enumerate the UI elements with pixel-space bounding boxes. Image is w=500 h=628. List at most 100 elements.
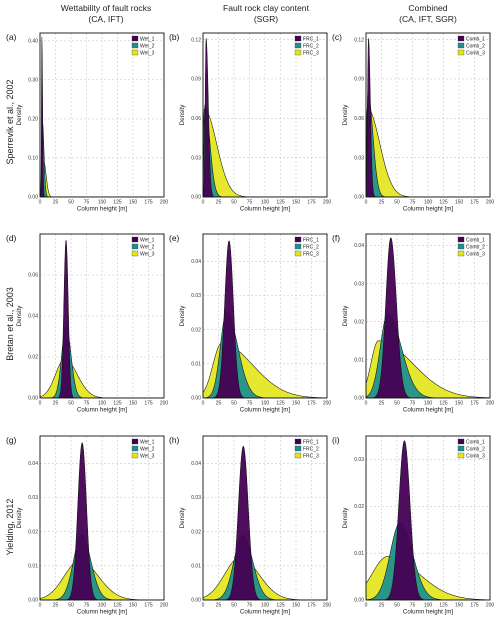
- legend-swatch: [131, 445, 139, 452]
- legend-swatch: [294, 250, 302, 257]
- legend-swatch: [457, 438, 465, 445]
- col-title-1-line1: Wettability of fault rocks: [61, 3, 152, 13]
- legend-label: Wet_2: [140, 446, 155, 452]
- x-tick-label: 150: [129, 200, 138, 206]
- legend-label: Comb_1: [466, 237, 485, 243]
- row-label-1: Sperrevik et al., 2002: [5, 79, 15, 164]
- col-title-2-line2: (SGR): [254, 14, 278, 24]
- plot-frame: [365, 435, 491, 601]
- plot-frame: [365, 233, 491, 399]
- x-tick-label: 200: [486, 200, 495, 206]
- y-tick-label: 0.06: [354, 116, 364, 122]
- legend-label: FRC_3: [303, 50, 319, 56]
- y-tick-label: 0.09: [354, 77, 364, 83]
- y-tick-label: 0.02: [354, 504, 364, 510]
- y-tick-label: 0.04: [191, 461, 201, 467]
- y-tick-label: 0.20: [28, 117, 38, 123]
- x-tick-label: 25: [53, 603, 59, 609]
- plot-frame: [39, 233, 165, 399]
- legend-swatch: [131, 452, 139, 459]
- legend-label: Wet_1: [140, 36, 155, 42]
- x-tick-label: 0: [202, 603, 205, 609]
- x-tick-label: 0: [365, 200, 368, 206]
- legend-swatch: [294, 42, 302, 49]
- x-tick-label: 75: [247, 603, 253, 609]
- x-axis-label: Column height [m]: [240, 609, 290, 616]
- legend-label: Wet_2: [140, 43, 155, 49]
- legend-label: FRC_2: [303, 43, 319, 49]
- legend-swatch: [457, 250, 465, 257]
- x-tick-label: 200: [160, 603, 169, 609]
- y-tick-label: 0.03: [354, 155, 364, 161]
- x-tick-label: 100: [261, 401, 270, 407]
- legend-label: FRC_3: [303, 251, 319, 257]
- y-tick-label: 0.02: [191, 327, 201, 333]
- legend-label: FRC_1: [303, 36, 319, 42]
- x-tick-label: 125: [113, 603, 122, 609]
- panel-letter: (d): [6, 233, 17, 243]
- y-tick-label: 0.01: [28, 564, 38, 570]
- x-tick-label: 0: [202, 200, 205, 206]
- y-axis-label: Density: [16, 507, 23, 529]
- x-tick-label: 0: [39, 200, 42, 206]
- x-tick-label: 200: [323, 401, 332, 407]
- x-tick-label: 50: [68, 200, 74, 206]
- y-tick-label: 0.06: [28, 273, 38, 279]
- legend-label: FRC_1: [303, 439, 319, 445]
- x-tick-label: 25: [216, 401, 222, 407]
- x-tick-label: 75: [84, 200, 90, 206]
- x-tick-label: 175: [144, 401, 153, 407]
- x-tick-label: 75: [84, 401, 90, 407]
- panel-c: (c) 0 25 50 75 100 125 150 175 200 0.00 0.03 0.06 0.0…: [332, 32, 494, 213]
- panel-f: (f) 0 25 50 75 100 125 150 175 200 0.00 0.01 0.02 0.0…: [332, 233, 494, 414]
- y-axis-label: Density: [179, 305, 186, 327]
- x-axis-label: Column height [m]: [240, 407, 290, 414]
- legend-label: Wet_1: [140, 237, 155, 243]
- x-tick-label: 50: [394, 200, 400, 206]
- x-axis-label: Column height [m]: [403, 609, 453, 616]
- x-tick-label: 175: [144, 200, 153, 206]
- x-tick-label: 25: [379, 603, 385, 609]
- x-tick-label: 25: [379, 200, 385, 206]
- x-tick-label: 175: [470, 200, 479, 206]
- legend-label: FRC_2: [303, 446, 319, 452]
- x-tick-label: 125: [439, 200, 448, 206]
- y-axis-label: Density: [179, 507, 186, 529]
- y-tick-label: 0.01: [191, 564, 201, 570]
- x-tick-label: 25: [53, 401, 59, 407]
- x-axis-label: Column height [m]: [77, 407, 127, 414]
- x-tick-label: 75: [410, 200, 416, 206]
- y-tick-label: 0.04: [28, 461, 38, 467]
- y-tick-label: 0.03: [191, 155, 201, 161]
- plot-frame: [365, 32, 491, 198]
- legend-swatch: [131, 42, 139, 49]
- x-axis-label: Column height [m]: [403, 206, 453, 213]
- legend-label: Comb_2: [466, 446, 485, 452]
- x-tick-label: 25: [216, 200, 222, 206]
- legend-swatch: [457, 42, 465, 49]
- x-tick-label: 100: [98, 200, 107, 206]
- x-tick-label: 150: [455, 200, 464, 206]
- y-tick-label: 0.00: [354, 598, 364, 604]
- x-tick-label: 25: [216, 603, 222, 609]
- y-axis-label: Density: [342, 305, 349, 327]
- y-axis-label: Density: [342, 104, 349, 126]
- x-tick-label: 150: [129, 603, 138, 609]
- x-tick-label: 175: [144, 603, 153, 609]
- x-tick-label: 50: [394, 603, 400, 609]
- legend-swatch: [294, 445, 302, 452]
- y-tick-label: 0.01: [354, 551, 364, 557]
- x-tick-label: 125: [276, 603, 285, 609]
- plot-frame: [39, 32, 165, 198]
- x-tick-label: 200: [486, 401, 495, 407]
- x-tick-label: 0: [202, 401, 205, 407]
- density-areas: [40, 36, 164, 197]
- density-areas: [366, 440, 490, 600]
- y-tick-label: 0.02: [28, 355, 38, 361]
